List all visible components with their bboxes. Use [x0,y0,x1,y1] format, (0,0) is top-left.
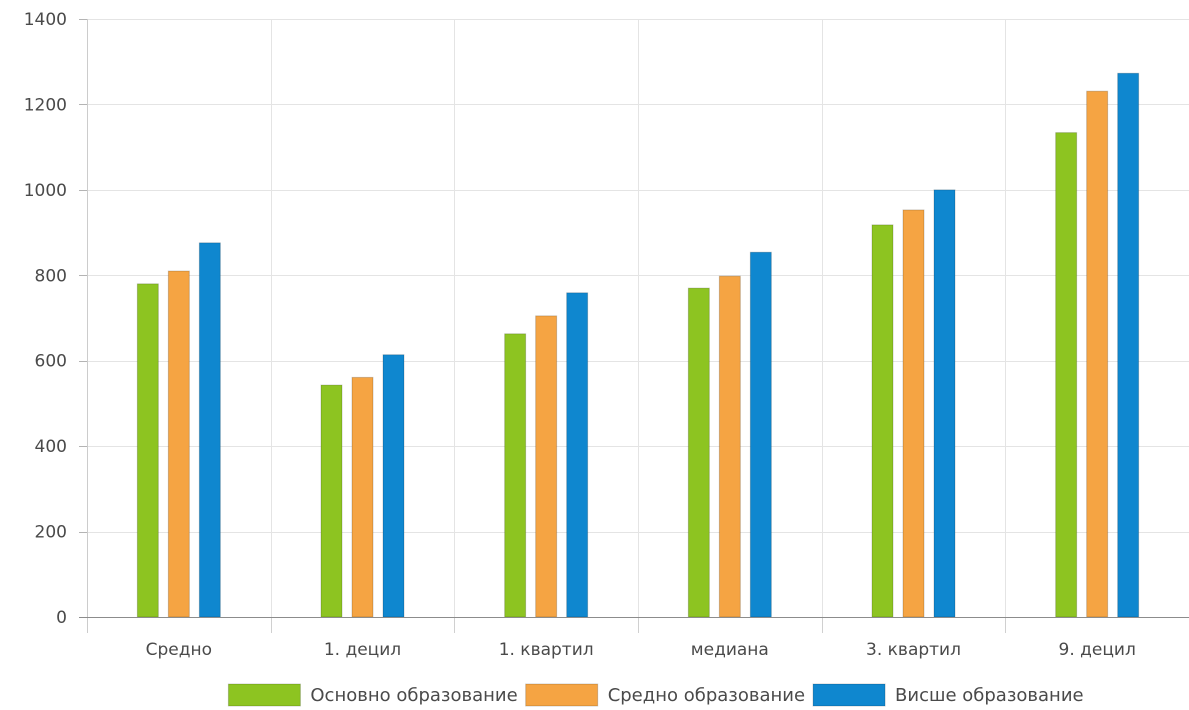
y-tick-label: 800 [35,266,67,286]
bar-3-5 [933,189,956,618]
x-tick-label: 9. децил [1059,640,1136,660]
bar-3-3 [566,292,589,618]
legend-swatch-2 [525,683,599,707]
bar-2-2 [351,376,374,618]
bar-1-3 [504,333,527,618]
legend: Основно образование Средно образование Вис… [227,683,1084,707]
legend-swatch-3 [812,683,886,707]
legend-label-3: Висше образование [895,685,1084,706]
y-tick-label: 1400 [24,10,67,30]
x-tick-label: 1. квартил [499,640,594,660]
bars [136,72,1140,618]
axes [79,19,1189,633]
legend-label-2: Средно образование [608,685,805,706]
x-axis-tick-labels: Средно 1. децил 1. квартил медиана 3. кварти… [146,640,1136,660]
y-tick-label: 0 [56,608,67,628]
legend-label-1: Основно образование [310,685,517,706]
x-tick-label: медиана [691,640,769,660]
bar-2-4 [718,275,741,618]
bar-1-2 [320,384,343,618]
y-tick-label: 600 [35,352,67,372]
bar-3-4 [749,251,772,618]
bar-3-6 [1117,72,1140,618]
bar-1-6 [1055,132,1078,618]
bar-1-4 [687,287,710,618]
bar-1-5 [871,224,894,618]
y-axis-tick-labels: 0 200 400 600 800 1000 1200 1400 [24,10,67,628]
x-tick-label: Средно [146,640,212,660]
x-tick-label: 1. децил [324,640,401,660]
y-tick-label: 1200 [24,95,67,115]
bar-3-2 [382,354,405,618]
y-tick-label: 200 [35,523,67,543]
y-tick-label: 400 [35,437,67,457]
legend-swatch-1 [227,683,301,707]
bar-2-5 [902,209,925,618]
y-tick-label: 1000 [24,181,67,201]
grid-lines [87,19,1189,617]
x-tick-label: 3. квартил [866,640,961,660]
bar-1-1 [136,283,159,618]
bar-2-6 [1086,90,1109,618]
bar-2-3 [535,315,558,618]
bar-3-1 [198,242,221,618]
bar-2-1 [167,270,190,618]
